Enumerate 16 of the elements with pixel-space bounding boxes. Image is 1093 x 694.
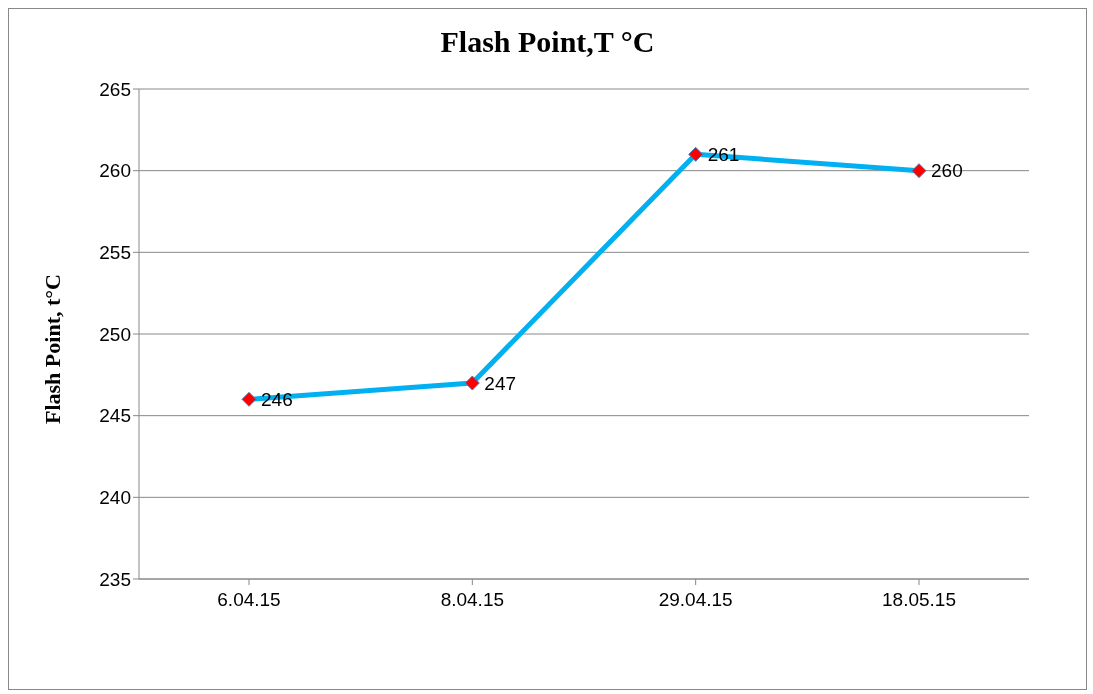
y-tick-label: 255 (99, 242, 131, 264)
data-label: 261 (707, 144, 740, 166)
y-tick-label: 265 (99, 78, 131, 100)
chart-title: Flash Point,T °C (439, 25, 656, 59)
y-axis-title: Flash Point, t°C (40, 274, 66, 424)
y-tick-label: 240 (99, 487, 131, 509)
y-tick-label: 245 (99, 405, 131, 427)
y-tick-label: 250 (99, 323, 131, 345)
x-tick-label: 18.05.15 (882, 589, 956, 611)
x-tick-label: 6.04.15 (217, 589, 281, 611)
x-tick-label: 8.04.15 (440, 589, 505, 611)
y-tick-label: 235 (99, 568, 131, 590)
data-label: 247 (484, 372, 517, 394)
y-tick-label: 260 (99, 160, 131, 182)
data-label: 260 (931, 160, 963, 182)
x-tick-label: 29.04.15 (658, 589, 733, 611)
